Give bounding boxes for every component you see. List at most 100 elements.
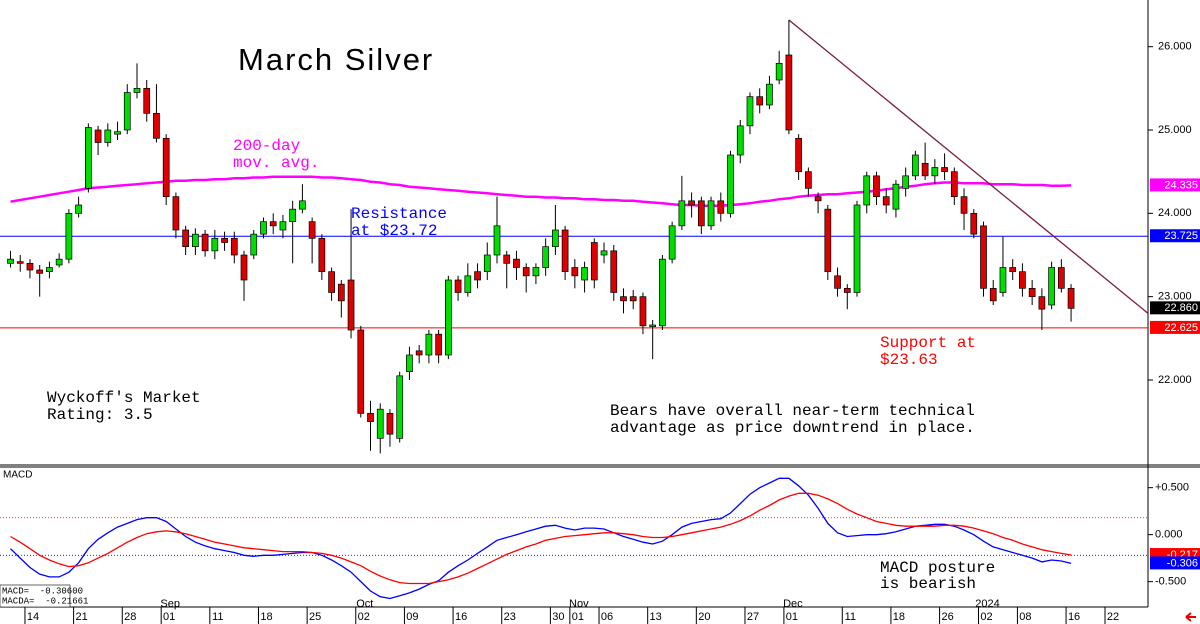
x-tick-label: 18 — [893, 611, 905, 623]
y-tick-label: 25.000 — [1158, 124, 1192, 136]
candle-body — [727, 154, 734, 214]
candle-body — [697, 200, 705, 227]
x-tick-label: 02 — [980, 611, 992, 623]
candle-body — [65, 212, 73, 260]
x-tick-label: 22 — [1107, 611, 1119, 623]
candle-body — [999, 267, 1007, 293]
candle-body — [299, 200, 306, 210]
candle-body — [853, 204, 861, 293]
x-tick-label: 02 — [358, 611, 370, 623]
candle-body — [503, 254, 511, 264]
y-tick-label: 23.000 — [1158, 291, 1192, 303]
candle-body — [308, 221, 316, 239]
candle-body — [581, 267, 588, 281]
level-label: $23.63 — [880, 351, 938, 369]
candle-body — [620, 296, 627, 302]
candle-body — [649, 324, 657, 328]
candle-body — [805, 171, 812, 189]
candle-body — [396, 375, 404, 439]
annotation: Rating: 3.5 — [47, 406, 153, 424]
candle-body — [873, 175, 880, 198]
candle-body — [814, 196, 822, 202]
candle-body — [211, 237, 219, 252]
candle-body — [970, 212, 978, 235]
annotation: advantage as price downtrend in place. — [610, 419, 975, 437]
chart-title: March Silver — [238, 42, 434, 77]
candle-body — [406, 354, 413, 373]
x-tick-label: 30 — [552, 611, 564, 623]
candle-body — [7, 258, 14, 264]
candle-body — [269, 221, 277, 227]
candle-body — [707, 200, 715, 227]
candle-body — [668, 225, 676, 260]
x-tick-label: 16 — [1068, 611, 1080, 623]
candle-body — [912, 154, 919, 177]
ma-label: mov. avg. — [233, 154, 319, 172]
candle-body — [386, 412, 394, 435]
y-tick-label: 0.000 — [1155, 529, 1183, 541]
candle-body — [347, 279, 355, 331]
candle-body — [1048, 267, 1055, 306]
x-tick-label: 25 — [309, 611, 321, 623]
month-label: Oct — [356, 598, 373, 610]
candle-body — [736, 125, 744, 156]
price-marker-label: 23.725 — [1164, 230, 1198, 242]
candle-body — [425, 333, 433, 356]
candle-body — [474, 271, 481, 281]
candle-body — [892, 183, 900, 210]
y-tick-label: 22.000 — [1158, 374, 1192, 386]
candle-body — [182, 229, 189, 248]
annotation: MACD posture — [880, 559, 995, 577]
candle-body — [464, 275, 472, 293]
candle-body — [279, 221, 287, 231]
candle-body — [123, 92, 131, 131]
annotation: Wyckoff's Market — [47, 389, 201, 407]
candle-body — [1057, 267, 1065, 289]
candle-body — [571, 267, 579, 277]
candle-body — [989, 287, 997, 302]
x-tick-label: 26 — [941, 611, 953, 623]
y-tick-label: 26.000 — [1158, 41, 1192, 53]
candle-body — [522, 267, 530, 277]
price-marker-label: 22.625 — [1164, 322, 1198, 334]
candle-body — [201, 233, 209, 252]
candle-body — [532, 267, 540, 277]
candle-body — [552, 229, 559, 248]
candle-body — [16, 261, 24, 264]
price-marker-label: 24.335 — [1164, 179, 1198, 191]
month-label: Dec — [783, 598, 803, 610]
price-marker — [1150, 556, 1200, 570]
annotation: Bears have overall near-term technical — [610, 402, 975, 420]
candle-body — [600, 250, 608, 256]
candle-body — [921, 162, 929, 177]
candle-body — [629, 296, 637, 302]
candle-body — [941, 167, 948, 173]
candle-body — [162, 137, 170, 198]
candle-body — [483, 254, 491, 273]
price-marker-label: -0.306 — [1167, 557, 1198, 569]
candle-body — [931, 167, 939, 177]
level-label: at $23.72 — [351, 222, 437, 240]
level-label: Resistance — [351, 205, 447, 223]
x-tick-label: 11 — [212, 611, 223, 623]
x-tick-label: 28 — [124, 611, 136, 623]
candle-body — [435, 333, 442, 356]
price-marker — [1150, 320, 1200, 334]
readout-box — [0, 584, 71, 608]
candle-body — [367, 412, 374, 423]
y-tick-label: -0.500 — [1155, 576, 1186, 588]
candle-body — [94, 129, 102, 143]
level-label: Support at — [880, 334, 976, 352]
candle-body — [1028, 287, 1036, 298]
month-label: Sep — [160, 598, 180, 610]
candle-body — [824, 208, 832, 273]
candle-body — [26, 262, 34, 271]
x-tick-label: 08 — [1019, 611, 1031, 623]
candle-body — [678, 200, 686, 227]
candle-body — [445, 279, 452, 356]
candle-body — [756, 96, 764, 106]
macd-readout: MACD= -0.30600 — [2, 586, 83, 596]
month-label: 2024 — [975, 598, 999, 610]
